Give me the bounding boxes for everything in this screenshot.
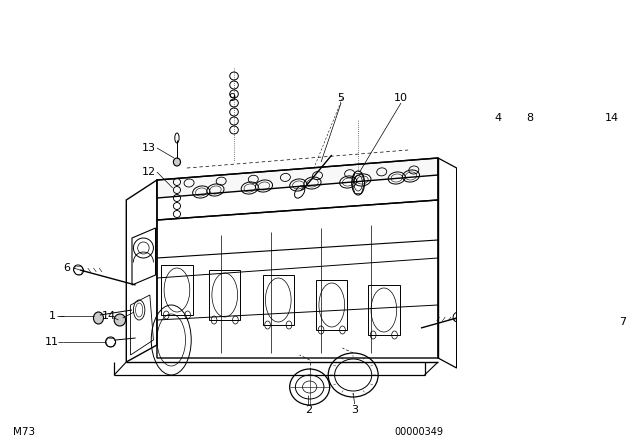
Text: 2: 2	[305, 405, 312, 415]
Text: 14: 14	[101, 311, 115, 321]
Text: 13: 13	[141, 143, 156, 153]
Text: M73: M73	[13, 427, 35, 437]
Text: 4: 4	[495, 113, 502, 123]
Ellipse shape	[472, 93, 479, 103]
Ellipse shape	[114, 314, 125, 326]
Ellipse shape	[589, 142, 595, 150]
Text: 14: 14	[605, 113, 620, 123]
Bar	[161, 265, 193, 315]
Ellipse shape	[173, 158, 180, 166]
Text: 9: 9	[228, 93, 236, 103]
Text: 1: 1	[49, 311, 56, 321]
Text: 5: 5	[337, 93, 344, 103]
Text: 8: 8	[526, 113, 533, 123]
Text: 3: 3	[351, 405, 358, 415]
Bar	[209, 270, 241, 320]
Bar	[316, 280, 348, 330]
Text: 12: 12	[141, 167, 156, 177]
Ellipse shape	[93, 312, 104, 324]
Bar	[582, 168, 603, 190]
Text: 6: 6	[63, 263, 70, 273]
Bar	[368, 285, 399, 335]
Text: 10: 10	[394, 93, 408, 103]
Polygon shape	[157, 158, 438, 198]
Bar	[262, 275, 294, 325]
Text: 00000349: 00000349	[395, 427, 444, 437]
Text: 7: 7	[619, 317, 626, 327]
Text: 11: 11	[45, 337, 59, 347]
